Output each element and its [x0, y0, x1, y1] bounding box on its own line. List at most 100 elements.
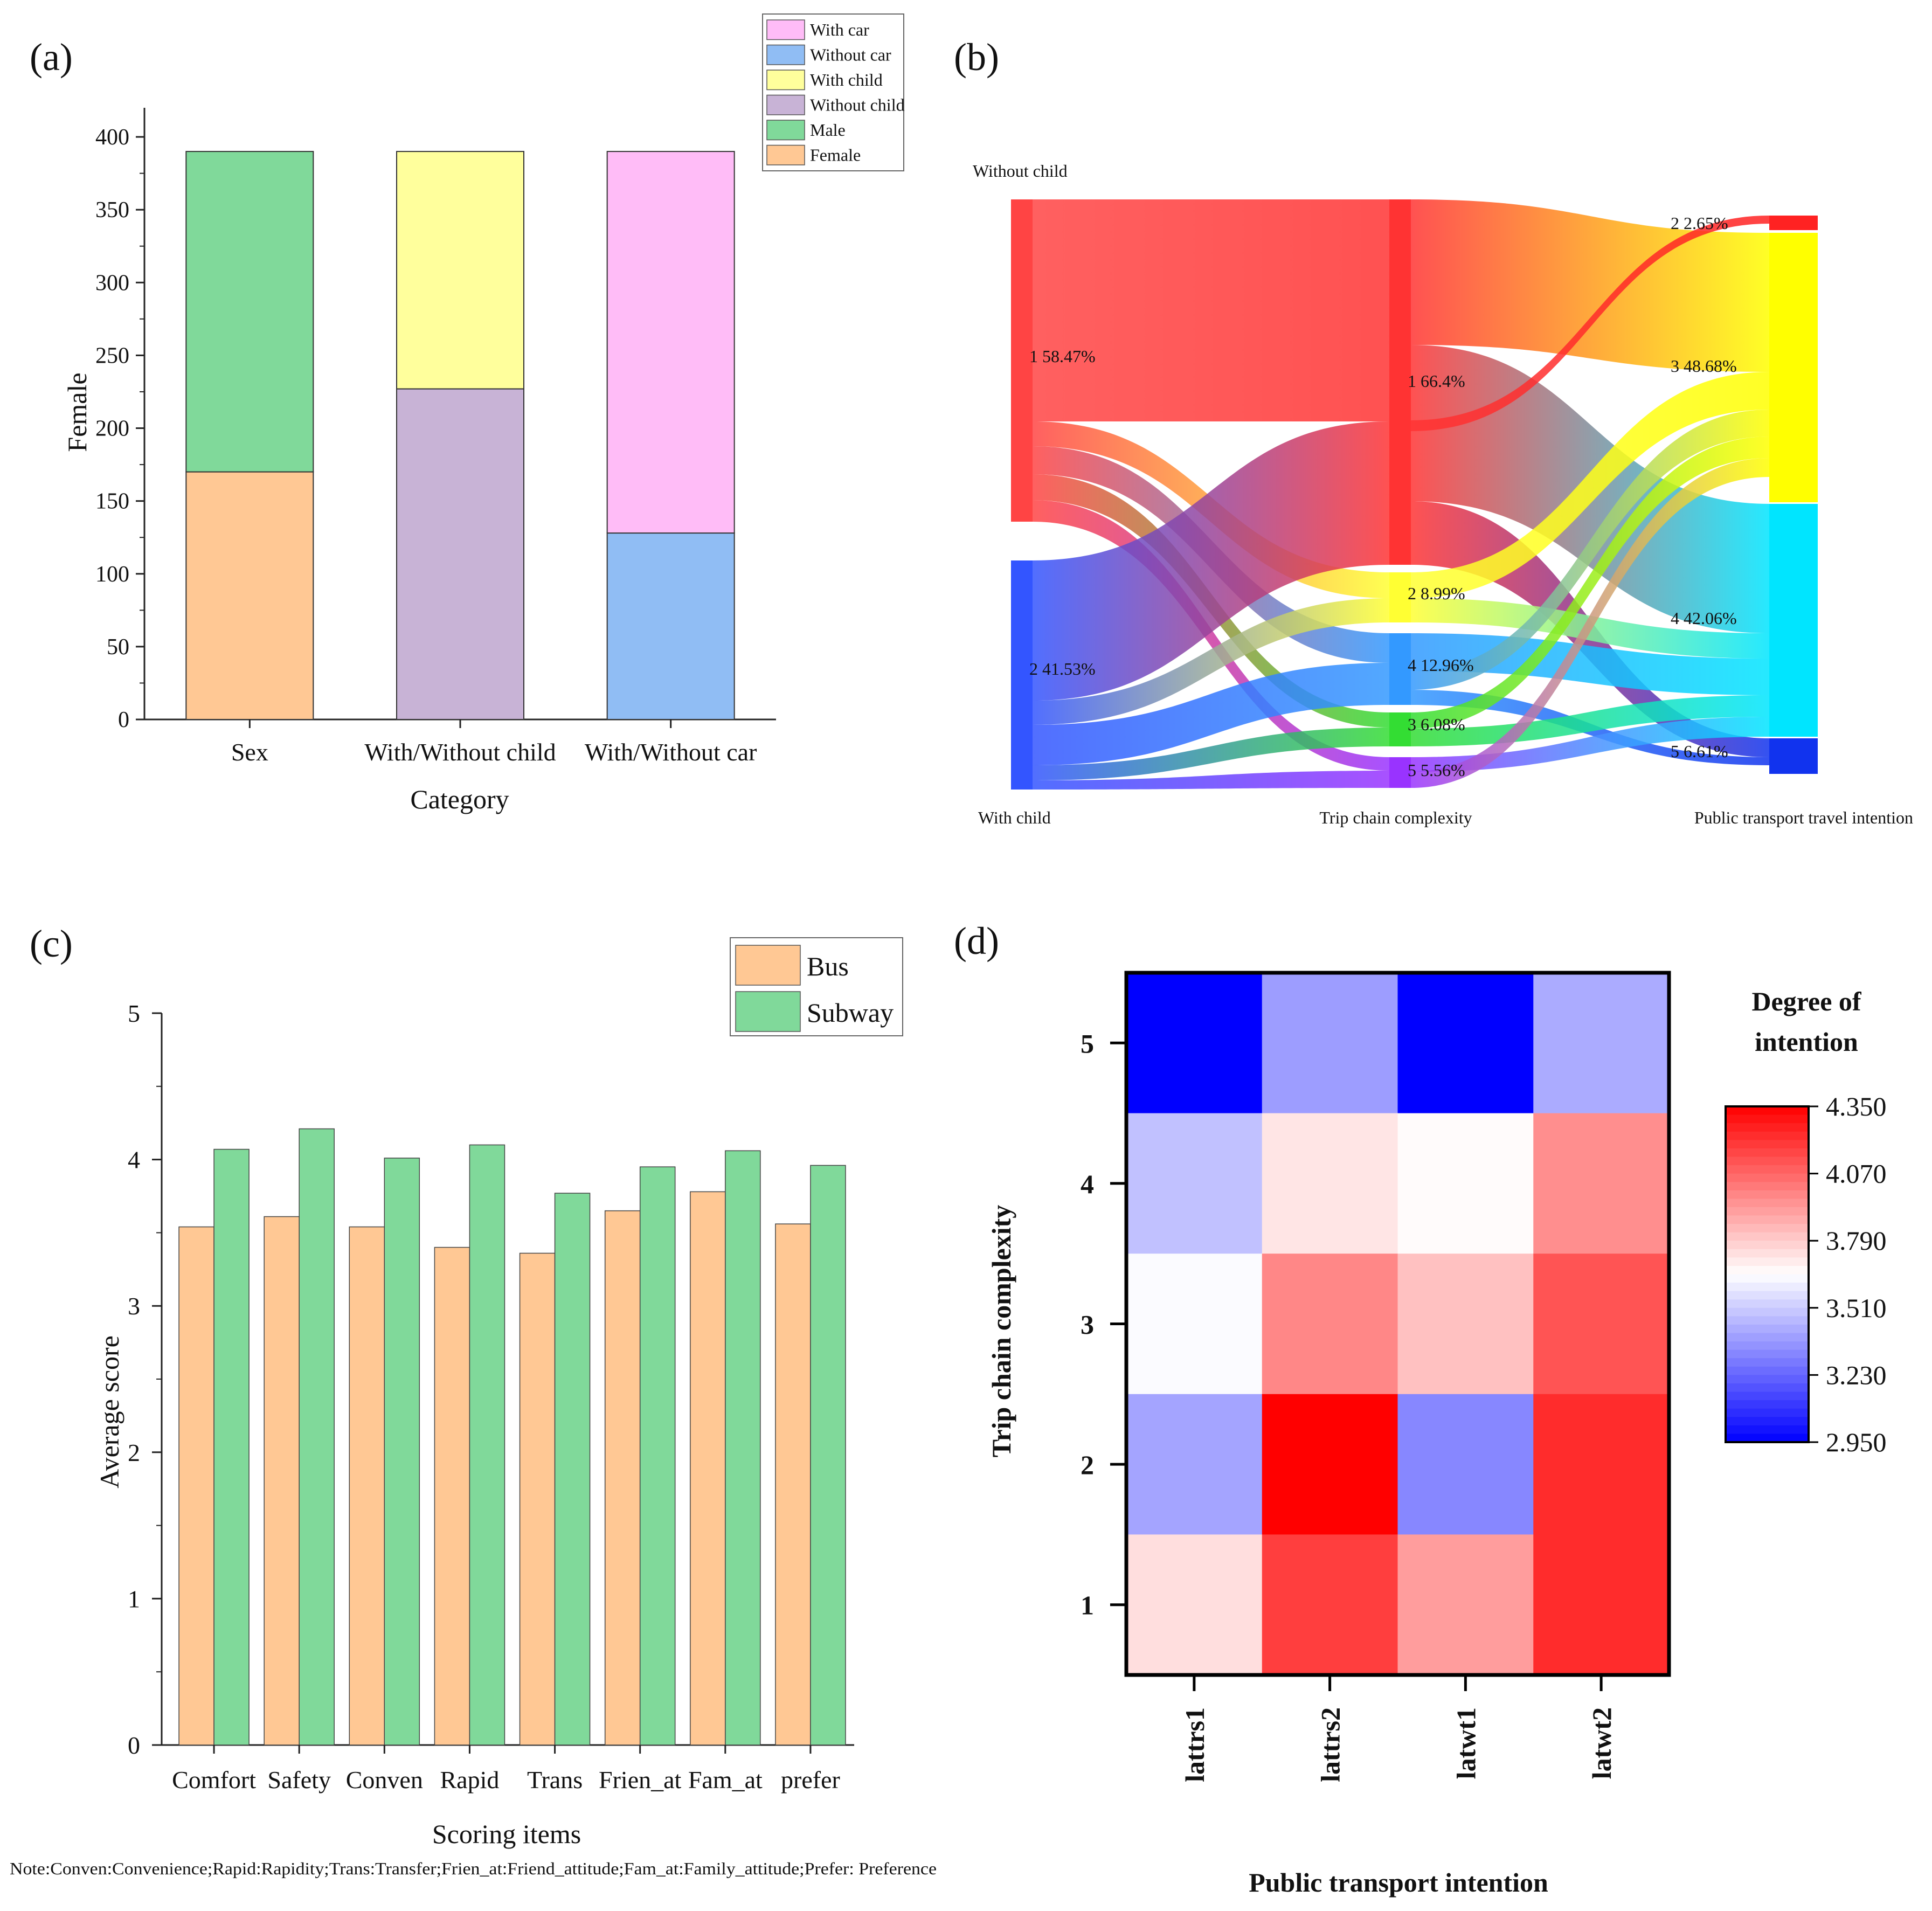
- sankey-flow: [1411, 695, 1769, 746]
- sankey-flow: [1033, 663, 1389, 765]
- chart-d-colorbar-label: 3.510: [1826, 1293, 1887, 1323]
- chart-c-bar: [519, 1252, 556, 1746]
- chart-c-ytick-label: 1: [128, 1585, 140, 1612]
- sankey-flow: [1411, 437, 1769, 729]
- heatmap-cell: [1126, 1254, 1263, 1395]
- chart-d-colorbar-step: [1726, 1114, 1809, 1124]
- sankey-node-label: 2 8.99%: [1408, 584, 1465, 603]
- chart-a-bar-segment: [606, 151, 735, 534]
- chart-d-xtick-label: lattrs2: [1315, 1707, 1346, 1782]
- chart-c-bar: [725, 1150, 761, 1746]
- chart-c-xlabel: Scoring items: [432, 1819, 581, 1849]
- sankey-flow: [1033, 199, 1389, 421]
- chart-a-ylabel: Female: [62, 372, 92, 452]
- chart-c-legend-label: Bus: [807, 951, 849, 981]
- chart-c-bar: [469, 1144, 505, 1746]
- chart-d-colorbar-step: [1726, 1341, 1809, 1351]
- chart-d-colorbar-label: 3.230: [1826, 1360, 1887, 1390]
- heatmap-cell: [1262, 1534, 1398, 1675]
- chart-d-colorbar-step: [1726, 1257, 1809, 1266]
- chart-c-note: Note:Conven:Convenience;Rapid:Rapidity;T…: [10, 1859, 937, 1878]
- sankey-flow: [1033, 728, 1389, 780]
- chart-d-colorbar-step: [1726, 1157, 1809, 1166]
- chart-a-ytick-label: 350: [95, 198, 129, 223]
- chart-a-ytick-label: 300: [95, 271, 129, 295]
- chart-a-legend-label: With car: [810, 20, 869, 39]
- chart-d-ytick-label: 5: [1081, 1028, 1094, 1058]
- chart-a-legend-swatch: [766, 94, 805, 115]
- chart-c-legend-swatch: [735, 945, 801, 986]
- chart-d-colorbar-step: [1726, 1391, 1809, 1401]
- chart-d-ylabel: Trip chain complexity: [986, 1205, 1016, 1458]
- sankey-node-label: 4 12.96%: [1408, 655, 1474, 675]
- chart-d-colorbar-step: [1726, 1241, 1809, 1250]
- chart-d-colorbar-step: [1726, 1131, 1809, 1140]
- heatmap-cell: [1533, 1534, 1670, 1675]
- chart-d-ytick-label: 3: [1081, 1310, 1094, 1340]
- chart-c-legend-label: Subway: [807, 998, 894, 1028]
- chart-d-heatmap: Public transport intention Trip chain co…: [986, 971, 1887, 1898]
- chart-c-bar: [384, 1158, 420, 1746]
- sankey-node-right: [1769, 504, 1818, 737]
- sankey-node-right: [1769, 233, 1818, 502]
- chart-a-bar-segment: [185, 471, 314, 720]
- chart-d-colorbar-step: [1726, 1417, 1809, 1426]
- chart-d-colorbar-step: [1726, 1375, 1809, 1384]
- chart-a-legend-label: With child: [810, 70, 883, 89]
- sankey-node-middle: [1389, 633, 1411, 705]
- chart-a-ytick-label: 250: [95, 343, 129, 368]
- chart-c-xtick-label: Fam_at: [688, 1766, 763, 1794]
- chart-d-colorbar-step: [1726, 1349, 1809, 1359]
- sankey-node-middle: [1389, 757, 1411, 788]
- chart-c-bar: [434, 1247, 470, 1746]
- chart-d-xlabel: Public transport intention: [1249, 1867, 1548, 1898]
- chart-c-bar: [264, 1216, 300, 1746]
- chart-d-colorbar-step: [1726, 1249, 1809, 1258]
- chart-a-ytick-label: 100: [95, 562, 129, 587]
- chart-d-colorbar-step: [1726, 1207, 1809, 1216]
- heatmap-cell: [1262, 1394, 1398, 1535]
- chart-b-column-label-middle: Trip chain complexity: [1319, 808, 1472, 827]
- chart-c-xtick-label: Conven: [346, 1766, 423, 1794]
- chart-a-legend-swatch: [766, 44, 805, 65]
- panel-label-c: (c): [30, 922, 73, 965]
- chart-a-legend-label: Without child: [810, 95, 905, 115]
- chart-c-xtick-label: Frien_at: [599, 1766, 682, 1794]
- sankey-flow: [1033, 598, 1389, 725]
- chart-a-bar-segment: [396, 388, 524, 720]
- chart-d-ytick-label: 4: [1081, 1169, 1094, 1199]
- chart-c-ytick-label: 5: [128, 1000, 140, 1027]
- chart-a-legend-label: Without car: [810, 45, 891, 65]
- sankey-flow: [1411, 717, 1769, 772]
- chart-a-ytick-label: 0: [118, 708, 129, 732]
- chart-b-top-label: Without child: [973, 161, 1068, 181]
- chart-d-colorbar-step: [1726, 1434, 1809, 1443]
- sankey-node-label: 4 42.06%: [1671, 608, 1737, 628]
- sankey-node-label: 1 66.4%: [1408, 371, 1465, 391]
- chart-c-ytick-label: 3: [128, 1292, 140, 1320]
- chart-d-colorbar-step: [1726, 1291, 1809, 1300]
- sankey-node-label: 1 58.47%: [1029, 347, 1096, 366]
- chart-a-legend-swatch: [766, 120, 805, 141]
- panel-label-b: (b): [954, 36, 999, 79]
- chart-d-colorbar-step: [1726, 1307, 1809, 1317]
- chart-d-colorbar-step: [1726, 1358, 1809, 1367]
- heatmap-cell: [1126, 973, 1263, 1114]
- chart-a-bar-segment: [396, 151, 524, 390]
- sankey-node-label: 3 6.08%: [1408, 715, 1465, 734]
- chart-d-ytick-label: 2: [1081, 1450, 1094, 1480]
- chart-d-xtick-label: lattrs1: [1180, 1707, 1210, 1782]
- chart-a-ytick-label: 50: [107, 635, 129, 660]
- chart-d-colorbar-step: [1726, 1324, 1809, 1334]
- sankey-node-middle: [1389, 712, 1411, 746]
- chart-d-colorbar-label: 3.790: [1826, 1225, 1887, 1256]
- chart-a-legend-swatch: [766, 19, 805, 40]
- chart-a-legend-swatch: [766, 144, 805, 165]
- chart-c-bar: [299, 1128, 335, 1746]
- sankey-node-label: 5 6.61%: [1671, 742, 1728, 761]
- heatmap-cell: [1126, 1394, 1263, 1535]
- chart-c-xtick-label: Trans: [527, 1766, 583, 1794]
- chart-d-xtick-label: latwt1: [1451, 1707, 1481, 1779]
- sankey-flow: [1411, 372, 1769, 598]
- chart-c-ytick-label: 4: [128, 1146, 140, 1174]
